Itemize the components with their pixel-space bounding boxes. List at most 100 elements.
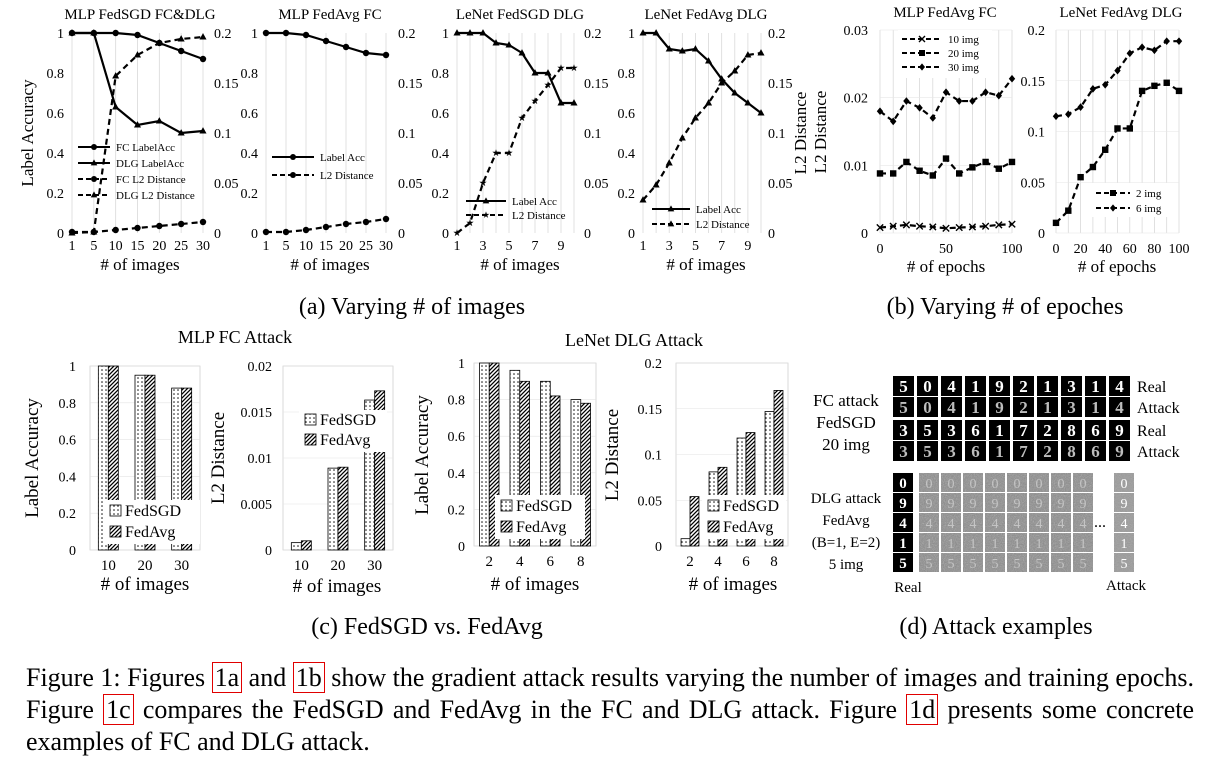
digit-tile-real: 9: [893, 493, 913, 512]
attack-label: Attack: [1106, 578, 1146, 594]
data-point: [968, 223, 977, 231]
digit-glyph: 0: [923, 377, 932, 396]
data-point: [302, 226, 310, 234]
legend-marker: [290, 172, 296, 178]
digit-glyph: 9: [995, 377, 1004, 396]
x-tick-label: 20: [152, 239, 166, 254]
legend-marker: [91, 176, 97, 182]
group-title-mlp-fc: MLP FC Attack: [178, 327, 292, 347]
y2-tick-label: 0.2: [584, 27, 602, 42]
data-point: [362, 49, 370, 57]
digit-tile: 2: [1013, 376, 1034, 396]
digit-glyph: 7: [1019, 421, 1028, 440]
data-point: [903, 158, 910, 166]
data-point: [505, 41, 513, 48]
digit-tile-noisy: 4: [1051, 513, 1071, 532]
chart-title: MLP FedSGD FC&DLG: [64, 7, 215, 23]
digit-tile: 1: [1085, 397, 1106, 417]
data-point: [199, 55, 207, 63]
digit-tile-noisy: 4: [941, 513, 961, 532]
data-point: [705, 57, 713, 64]
x-tick-label: 5: [506, 239, 513, 254]
bar: [181, 387, 193, 551]
data-point: [570, 64, 578, 72]
data-point: [112, 226, 119, 234]
digit-tile-attack: 5: [1114, 553, 1134, 572]
data-point: [155, 117, 163, 124]
ref-fig-1b[interactable]: 1b: [292, 662, 325, 693]
digit-glyph: 4: [899, 516, 907, 532]
chart-title: LeNet FedAvg DLG: [1059, 5, 1182, 21]
data-point: [652, 29, 660, 36]
data-point: [876, 170, 884, 177]
digit-glyph: 5: [1036, 557, 1043, 572]
y-axis-label: L2 Distance: [208, 412, 229, 504]
data-point: [156, 222, 163, 230]
group-title-lenet-dlg: LeNet DLG Attack: [565, 330, 703, 350]
bar: [300, 540, 312, 551]
chart-a2: MLP FedAvg FC00.20.40.60.8100.050.10.150…: [241, 7, 423, 274]
data-point: [1089, 85, 1097, 93]
ref-fig-1c[interactable]: 1c: [103, 694, 134, 725]
y-tick-label: 0.4: [618, 147, 636, 162]
x-tick-label: 8: [770, 554, 778, 570]
y-tick-label: 0.01: [248, 452, 273, 467]
digit-glyph: 8: [1067, 421, 1076, 440]
dlg-attack-label: FedAvg: [822, 513, 870, 529]
data-point: [90, 228, 98, 235]
data-point: [890, 170, 897, 177]
caption-text: compares the FedSGD and FedAvg in the FC…: [133, 695, 907, 724]
ref-fig-1a[interactable]: 1a: [211, 662, 243, 693]
digit-tile: 9: [989, 376, 1010, 396]
data-point: [134, 224, 141, 232]
digit-glyph: 6: [1091, 442, 1100, 461]
digit-tile: 7: [1013, 420, 1034, 440]
y2-tick-label: 0: [398, 227, 405, 242]
legend-marker: [667, 205, 675, 212]
chart-a1: MLP FedSGD FC&DLG00.20.40.60.8100.050.10…: [18, 7, 239, 274]
y-tick-label: 0.2: [618, 187, 636, 202]
x-tick-label: 2: [486, 554, 494, 570]
chart-title: MLP FedAvg FC: [278, 7, 381, 23]
x-tick-label: 10: [299, 239, 313, 254]
digit-glyph: 1: [992, 537, 999, 552]
digit-glyph: 1: [970, 537, 977, 552]
digit-glyph: 2: [1043, 442, 1052, 461]
digit-tile-noisy: 5: [1073, 553, 1093, 572]
digit-glyph: 9: [992, 497, 999, 512]
y-tick-label: 0.2: [645, 357, 663, 372]
digit-tile-noisy: 0: [1029, 473, 1049, 492]
legend-label: FedSGD: [516, 498, 572, 515]
x-tick-label: 0: [877, 242, 884, 257]
data-point: [322, 37, 330, 45]
data-point: [956, 170, 963, 177]
x-tick-label: 60: [1123, 242, 1137, 257]
digit-tile: 3: [1061, 397, 1082, 417]
data-point: [453, 229, 461, 237]
bar: [549, 395, 561, 547]
data-point: [995, 91, 1002, 100]
y2-tick-label: 0.1: [398, 127, 416, 142]
data-point: [479, 29, 487, 36]
y-tick-label: 0.4: [432, 147, 450, 162]
x-tick-label: 1: [69, 239, 76, 254]
ref-fig-1d[interactable]: 1d: [906, 694, 939, 725]
data-point: [199, 127, 207, 134]
digit-tile: 4: [941, 376, 962, 396]
digit-glyph: 1: [948, 537, 955, 552]
y2-tick-label: 0.15: [398, 77, 423, 92]
legend-swatch: [109, 525, 122, 538]
digit-glyph: 0: [926, 477, 933, 492]
y2-tick-label: 0.1: [768, 127, 786, 142]
digit-tile-real: 4: [893, 513, 913, 532]
y2-tick-label: 0: [584, 227, 591, 242]
legend-label: 10 img: [948, 34, 979, 46]
digit-tile: 1: [989, 420, 1010, 440]
legend-label: FedAvg: [516, 519, 566, 536]
x-tick-label: 5: [283, 239, 290, 254]
digit-tile: 5: [917, 420, 938, 440]
data-point: [322, 223, 330, 231]
digit-tile-attack: 4: [1114, 513, 1134, 532]
y-tick-label: 0.01: [844, 159, 869, 174]
data-point: [177, 129, 185, 136]
